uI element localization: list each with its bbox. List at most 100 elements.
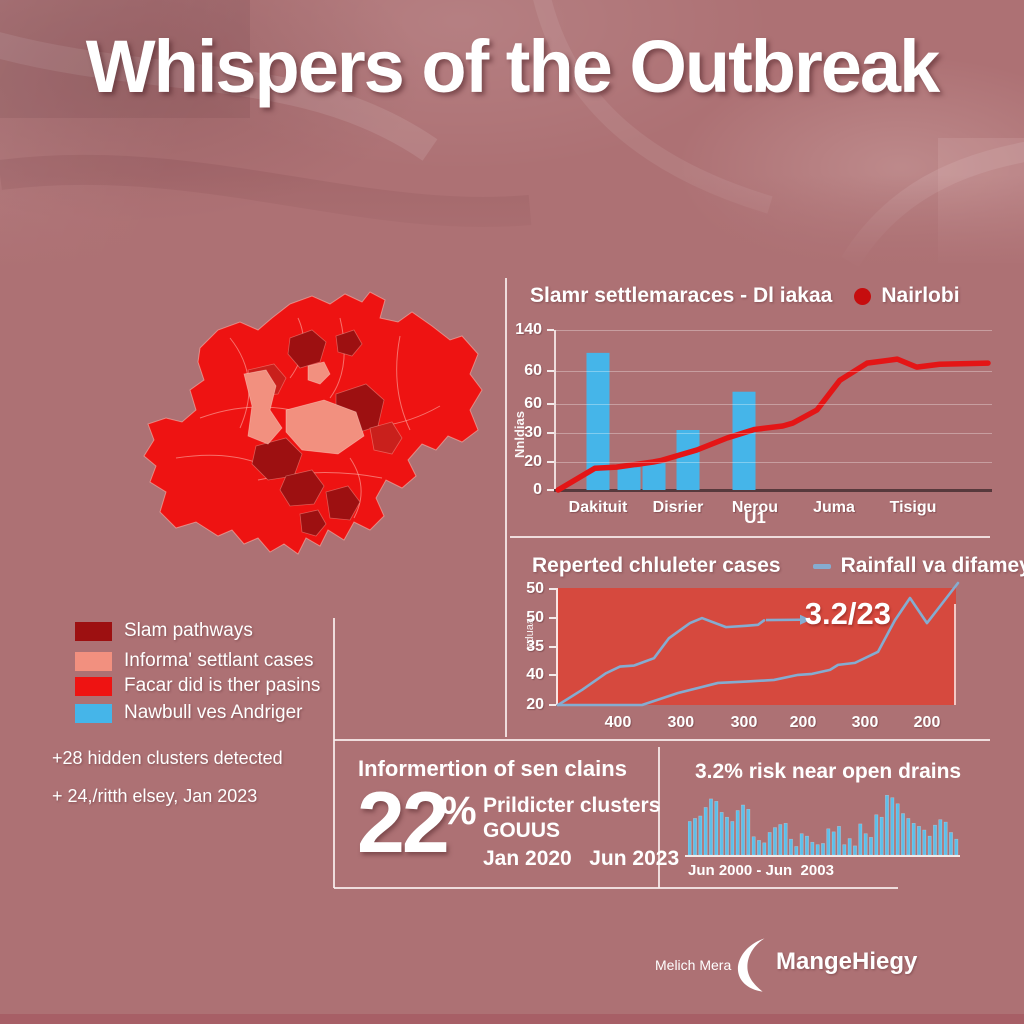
- bottom-accent-strip: [0, 1014, 1024, 1024]
- bar-line-chart-plot: 140 60 60 30 20 0 Dakituit Disrier Nerou Juma Tisi…: [515, 321, 992, 516]
- gridline: [556, 370, 992, 372]
- spark-bar: [837, 826, 841, 855]
- y-tick-label: 50: [526, 609, 544, 627]
- spark-bar: [778, 824, 783, 855]
- x-tick-label: Tisigu: [889, 499, 937, 516]
- y-tick-mark: [549, 588, 556, 591]
- y-tick-mark: [549, 704, 556, 706]
- stats-heading: Informertion of sen clains: [358, 756, 627, 781]
- y-tick-label: 140: [515, 321, 542, 338]
- bar-chart-legend-label: Nairlobi: [881, 284, 960, 307]
- bar-line-chart-svg: [555, 352, 991, 493]
- spark-bar: [933, 824, 937, 855]
- y-tick-label: 35: [526, 637, 544, 655]
- spark-bar: [741, 804, 745, 855]
- bar: [586, 352, 610, 490]
- note-date: + 24,/ritth elsey, Jan 2023: [52, 786, 258, 806]
- spark-bar: [927, 835, 932, 855]
- y-tick-mark: [547, 369, 554, 372]
- legend-item: Slam pathways: [75, 620, 253, 642]
- bar: [642, 463, 666, 490]
- spark-bar: [954, 838, 959, 855]
- bar: [617, 467, 641, 490]
- spark-bar: [821, 843, 825, 855]
- spark-bar: [810, 841, 815, 855]
- spark-bar: [815, 844, 820, 855]
- spark-bar: [794, 846, 799, 855]
- gridline: [556, 433, 992, 435]
- spark-bar: [826, 828, 831, 855]
- legend-label: Facar did is ther pasins: [124, 675, 321, 696]
- spark-bar: [949, 832, 953, 855]
- spark-bar: [719, 812, 724, 855]
- spark-bar: [943, 821, 948, 855]
- spark-bar: [917, 826, 921, 855]
- spark-bar: [735, 810, 740, 855]
- rainfall-legend-dash-icon: [812, 563, 831, 569]
- x-tick-label: Dakituit: [568, 499, 628, 516]
- spark-bar: [911, 823, 916, 855]
- x-axis-line: [554, 489, 992, 492]
- spark-bar: [767, 832, 772, 855]
- y-tick-label: 30: [524, 424, 542, 442]
- y-tick-mark: [547, 403, 554, 405]
- rainfall-line: [556, 581, 960, 707]
- bar_blue-swatch: [75, 703, 112, 723]
- stat-percent-sign: %: [441, 789, 477, 833]
- y-tick-mark: [547, 329, 554, 331]
- bar-chart-y-axis-label: Nnldias: [512, 411, 527, 458]
- y-tick-mark: [549, 673, 556, 676]
- spark-bar: [703, 807, 708, 855]
- y-tick-label: 20: [526, 696, 544, 713]
- y-axis-line: [554, 330, 556, 490]
- y-tick-label: 60: [524, 395, 542, 412]
- x-tick-label: 300: [667, 714, 695, 731]
- annotation-arrow-head: [800, 614, 811, 625]
- spark-bar: [789, 838, 793, 855]
- spark-bar: [751, 836, 756, 855]
- banner-photo: [0, 0, 1024, 270]
- spark-bar: [773, 827, 777, 855]
- spark-bar: [842, 844, 847, 855]
- y-tick-mark: [547, 432, 554, 435]
- nairobi-legend-dot-icon: [854, 287, 872, 305]
- bright_red-swatch: [75, 676, 112, 696]
- crescent-logo-icon: [737, 938, 765, 992]
- spark-bar: [853, 845, 857, 855]
- legend-item: Facar did is ther pasins: [75, 675, 320, 697]
- y-tick-label: 0: [533, 481, 542, 498]
- spark-bar: [783, 823, 788, 855]
- spark-bar: [863, 833, 868, 855]
- y-tick-label: 40: [526, 665, 544, 683]
- spark-bar: [890, 797, 895, 855]
- spark-bar: [714, 801, 719, 855]
- x-tick-label: 300: [851, 714, 879, 731]
- y-tick-mark: [549, 617, 556, 620]
- note-hidden-clusters: +28 hidden clusters detected: [52, 748, 283, 768]
- spark-bar: [762, 842, 767, 855]
- bar-chart-header: Slamr settlemaraces - Dl iakaa Nairlobi: [530, 284, 960, 308]
- reported-line: [556, 616, 766, 707]
- line-chart-plot: nduaa 3.2/23 50 50 35 40 20 400 300 300 200 300 20…: [524, 580, 960, 731]
- line-chart-title: Reperted chluleter cases: [532, 554, 781, 577]
- bar: [676, 430, 700, 490]
- spark-bar: [688, 821, 692, 855]
- spark-bar: [746, 809, 751, 855]
- stat-big-value: 22: [357, 775, 450, 871]
- stat-line1: Prildicter clusters: [483, 794, 661, 817]
- divider-between-stat-boxes: [658, 747, 660, 888]
- x-tick-label: 300: [730, 714, 758, 731]
- spark-bar: [831, 831, 836, 855]
- gridline: [556, 330, 992, 331]
- line-chart-header: Reperted chluleter cases Rainfall va dif…: [532, 554, 1024, 578]
- gridline: [556, 404, 992, 405]
- x-tick-label: 200: [913, 714, 941, 731]
- risk-title: 3.2% risk near open drains: [695, 760, 962, 783]
- footer-brand: MangeHiegy: [776, 948, 918, 975]
- gridline: [556, 462, 992, 463]
- y-tick-label: 20: [524, 453, 542, 470]
- spark-bar: [858, 823, 863, 855]
- divider-left-of-stats: [333, 618, 335, 888]
- page-title: Whispers of the Outbreak: [85, 25, 940, 108]
- x-tick-label: Disrier: [652, 499, 704, 516]
